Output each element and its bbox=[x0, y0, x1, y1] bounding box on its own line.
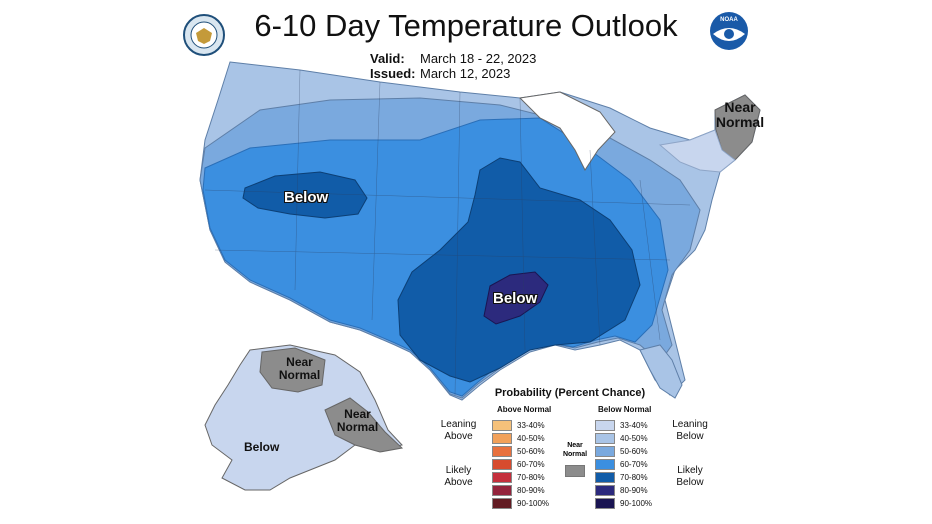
legend-above-range: 50-60% bbox=[517, 446, 545, 456]
legend-below-range: 40-50% bbox=[620, 433, 648, 443]
legend-above-range: 80-90% bbox=[517, 485, 545, 495]
legend-below-range: 70-80% bbox=[620, 472, 648, 482]
legend-below-row: 33-40% bbox=[595, 419, 648, 431]
legend-likely-above: Likely Above bbox=[444, 465, 473, 488]
legend-below-swatch bbox=[595, 484, 615, 496]
legend-below-row: 90-100% bbox=[595, 497, 653, 509]
legend-below-swatch bbox=[595, 497, 615, 509]
legend-above-range: 60-70% bbox=[517, 459, 545, 469]
legend-below-range: 60-70% bbox=[620, 459, 648, 469]
issued-line: Issued: March 12, 2023 bbox=[370, 66, 510, 81]
legend-above-row: 70-80% bbox=[492, 471, 545, 483]
alaska-region-33-40 bbox=[204, 344, 403, 491]
legend-below-range: 33-40% bbox=[620, 420, 648, 430]
legend-above-range: 33-40% bbox=[517, 420, 545, 430]
legend-below-range: 80-90% bbox=[620, 485, 648, 495]
legend-above-swatch bbox=[492, 484, 512, 496]
issued-value: March 12, 2023 bbox=[420, 66, 511, 81]
legend-below-range: 90-100% bbox=[620, 498, 653, 508]
legend-leaning-below: Leaning Below bbox=[672, 419, 708, 442]
legend-above-row: 50-60% bbox=[492, 445, 545, 457]
label-alaska-nw: Near Normal bbox=[278, 355, 321, 382]
valid-value: March 18 - 22, 2023 bbox=[420, 51, 537, 66]
noaa-logo-text: NOAA bbox=[720, 17, 738, 23]
label-alaska-sw: Below bbox=[244, 440, 280, 454]
legend-likely-below: Likely Below bbox=[676, 465, 704, 488]
noaa-logo-icon: NOAA bbox=[710, 12, 748, 50]
legend-above-range: 90-100% bbox=[517, 498, 550, 508]
legend-below-row: 50-60% bbox=[595, 445, 648, 457]
legend-above-row: 60-70% bbox=[492, 458, 545, 470]
label-northeast: Near Normal bbox=[715, 99, 765, 130]
legend-below-row: 80-90% bbox=[595, 484, 648, 496]
legend-above-swatch bbox=[492, 471, 512, 483]
legend-leaning-above: Leaning Above bbox=[440, 419, 477, 442]
legend-above-row: 33-40% bbox=[492, 419, 545, 431]
conus-region-80-90 bbox=[483, 271, 549, 325]
florida bbox=[639, 344, 683, 399]
legend-title: Probability (Percent Chance) bbox=[494, 387, 646, 399]
legend-above-row: 90-100% bbox=[492, 497, 550, 509]
great-lakes bbox=[518, 91, 616, 172]
conus-region-70-80-central bbox=[397, 157, 641, 383]
legend-above-row: 80-90% bbox=[492, 484, 545, 496]
label-west: Below bbox=[284, 189, 329, 206]
legend-near-normal-label: Near Normal bbox=[562, 442, 588, 458]
conus-region-33-40-ne bbox=[658, 129, 736, 173]
legend-above-header: Above Normal bbox=[497, 405, 552, 414]
page-title: 6-10 Day Temperature Outlook bbox=[254, 8, 678, 43]
legend-above-swatch bbox=[492, 458, 512, 470]
legend-below-swatch bbox=[595, 471, 615, 483]
legend-below-header: Below Normal bbox=[598, 405, 652, 414]
legend-below-range: 50-60% bbox=[620, 446, 648, 456]
legend-below-swatch bbox=[595, 445, 615, 457]
legend-below-swatch bbox=[595, 432, 615, 444]
legend-below-swatch bbox=[595, 458, 615, 470]
legend-near-normal-swatch bbox=[565, 465, 585, 477]
conus-region-70-80-west bbox=[242, 171, 368, 219]
issued-label: Issued: bbox=[370, 66, 416, 81]
valid-line: Valid: March 18 - 22, 2023 bbox=[370, 51, 536, 66]
legend-below-row: 60-70% bbox=[595, 458, 648, 470]
legend-below-row: 70-80% bbox=[595, 471, 648, 483]
legend-below-row: 40-50% bbox=[595, 432, 648, 444]
alaska-region-near-normal-nw bbox=[259, 347, 326, 393]
label-alaska-se: Near Normal bbox=[336, 407, 379, 434]
label-central: Below bbox=[493, 290, 538, 307]
legend-above-swatch bbox=[492, 432, 512, 444]
legend-above-swatch bbox=[492, 497, 512, 509]
alaska-region-near-normal-se bbox=[324, 397, 404, 453]
legend-above-swatch bbox=[492, 445, 512, 457]
legend-below-swatch bbox=[595, 419, 615, 431]
state-lines bbox=[204, 69, 691, 396]
valid-label: Valid: bbox=[370, 51, 405, 66]
commerce-seal-icon bbox=[183, 14, 225, 56]
conus-region-near-normal-ne bbox=[714, 94, 761, 161]
legend-above-row: 40-50% bbox=[492, 432, 545, 444]
legend-above-swatch bbox=[492, 419, 512, 431]
legend-above-range: 70-80% bbox=[517, 472, 545, 482]
legend-above-range: 40-50% bbox=[517, 433, 545, 443]
